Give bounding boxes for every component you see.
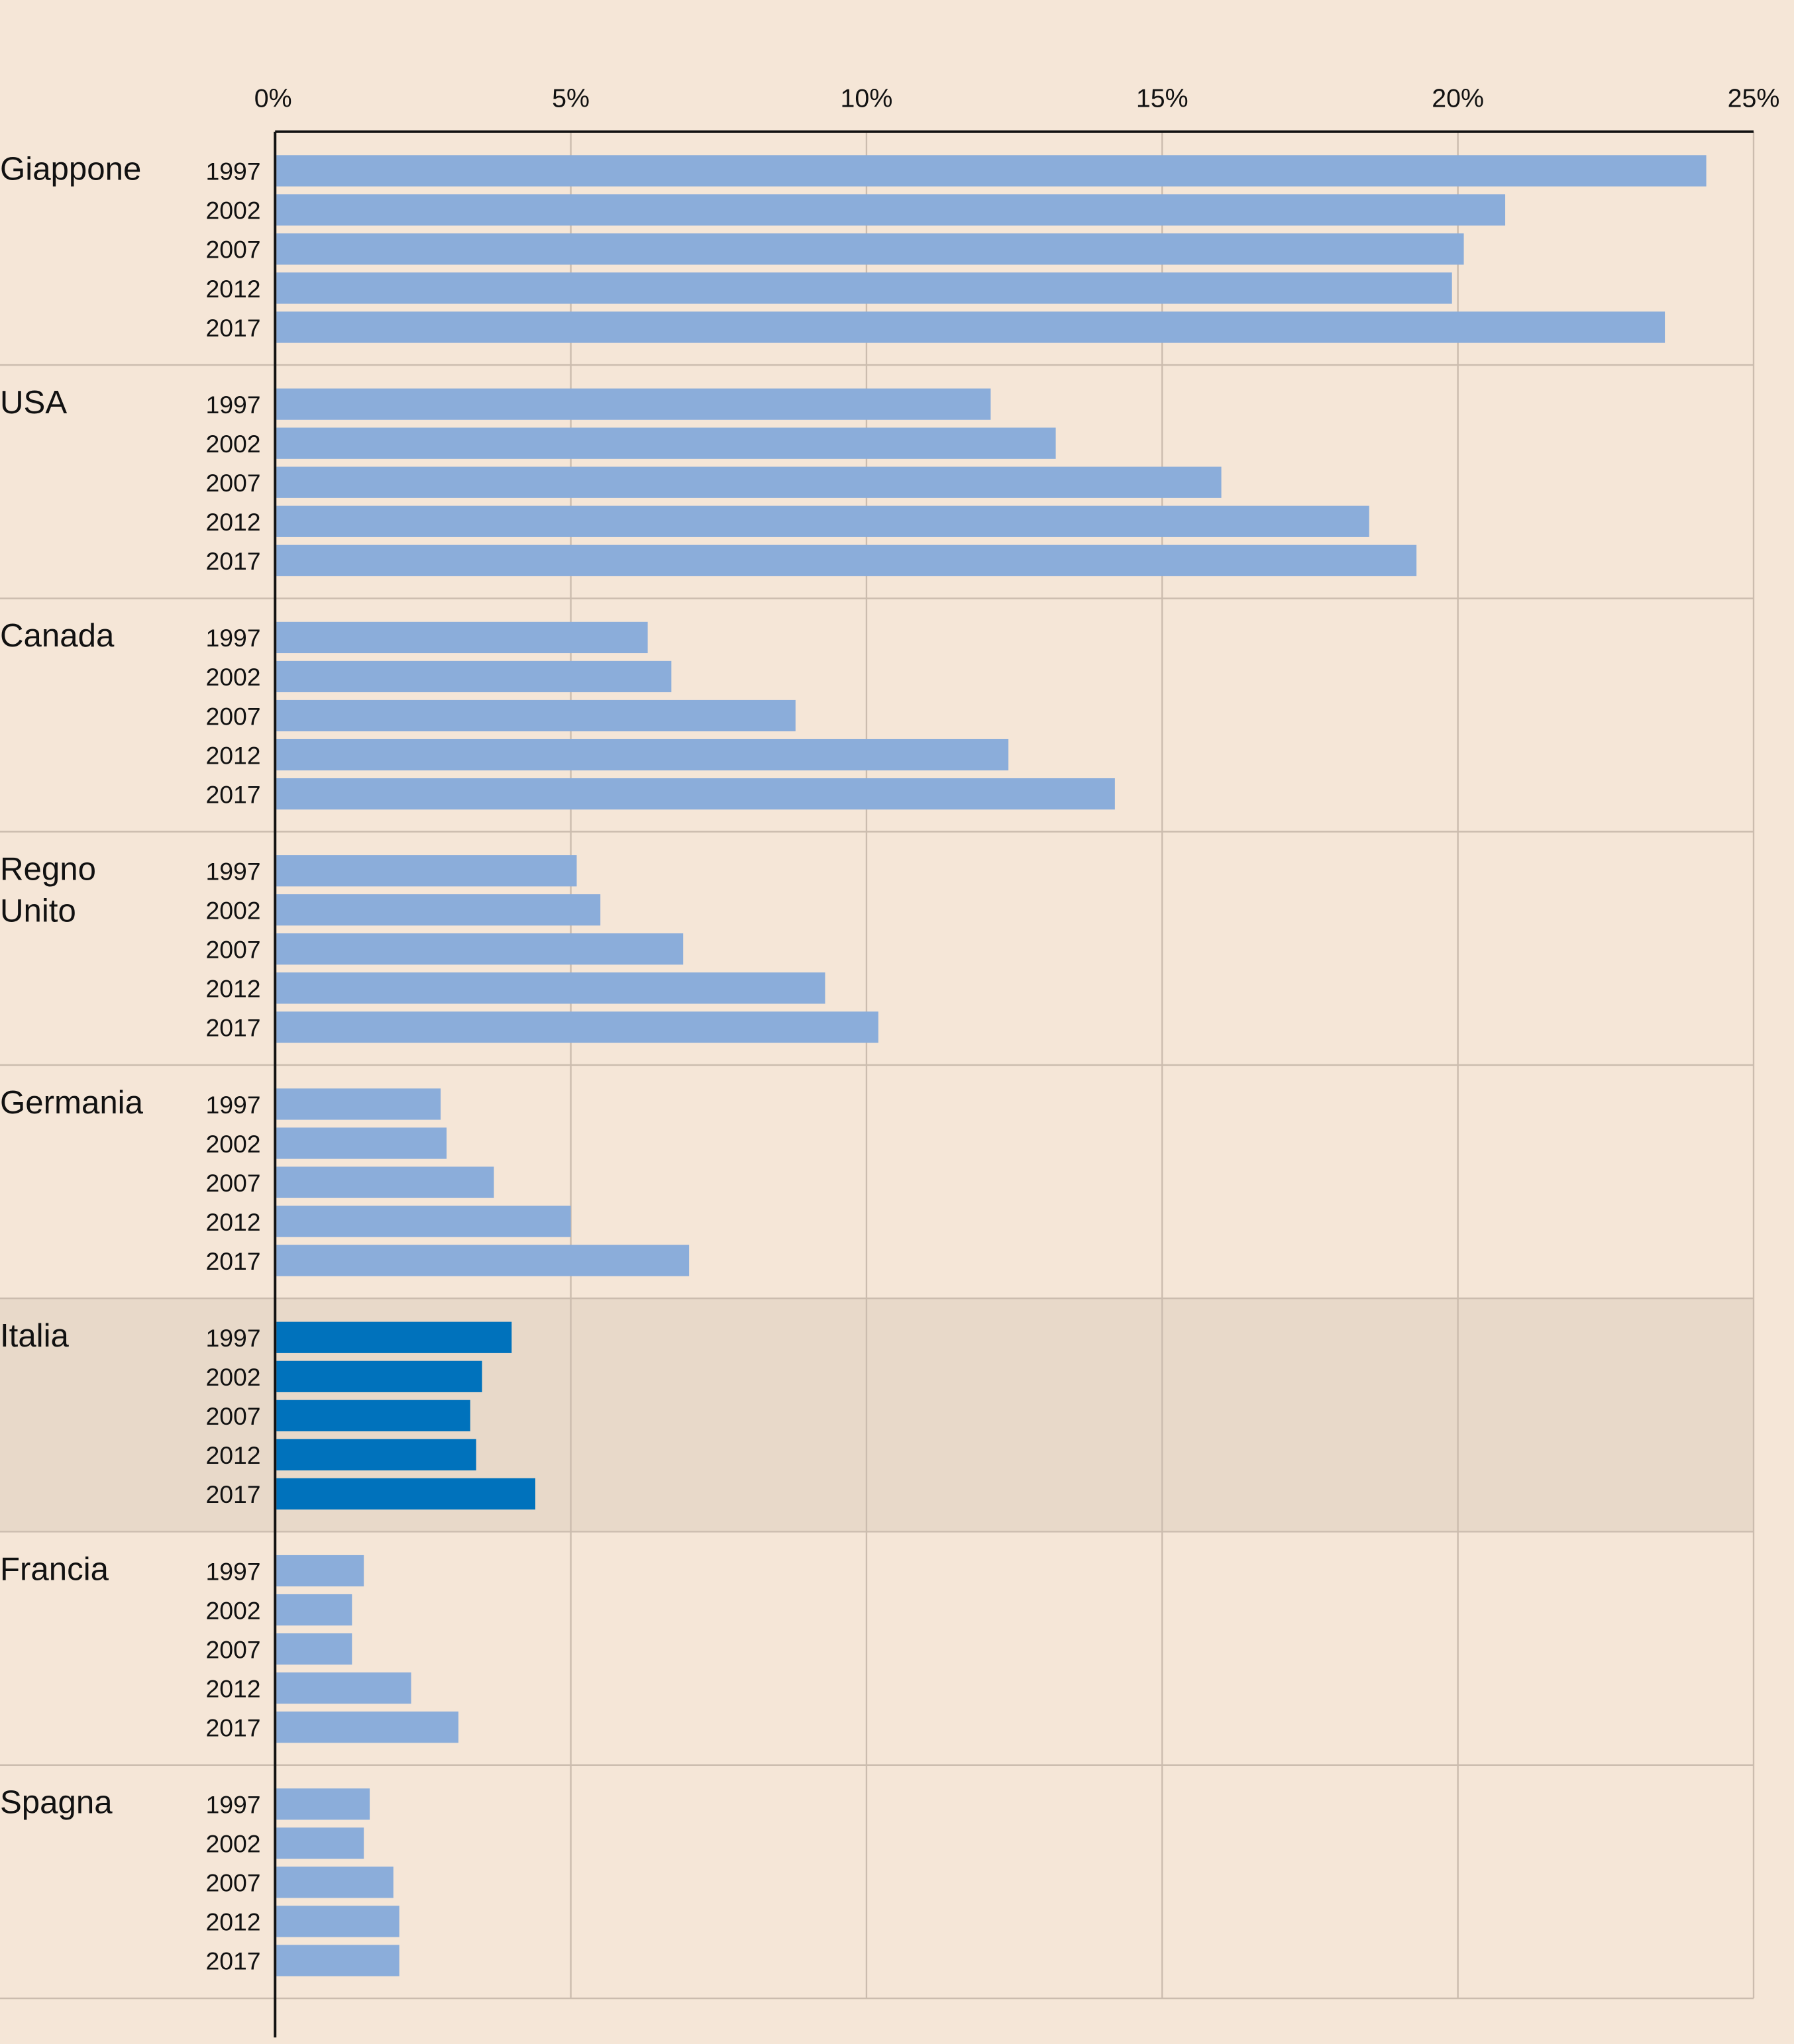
year-label: 1997 <box>205 624 260 652</box>
x-tick-label: 10% <box>841 83 893 113</box>
bar-canada-2002 <box>276 660 672 693</box>
bar-canada-1997 <box>276 621 648 654</box>
bar-regno-unito-1997 <box>276 855 577 887</box>
country-label: Francia <box>0 1551 109 1587</box>
bar-germania-2012 <box>276 1205 571 1237</box>
bar-usa-2012 <box>276 505 1369 537</box>
year-label: 1997 <box>205 1557 260 1585</box>
bar-germania-2007 <box>276 1166 494 1198</box>
year-label: 2002 <box>205 197 260 225</box>
year-label: 2007 <box>205 236 260 264</box>
bar-italia-2007 <box>276 1400 470 1431</box>
bar-canada-2007 <box>276 699 796 732</box>
x-tick-label: 20% <box>1432 83 1484 113</box>
bar-regno-unito-2002 <box>276 894 601 926</box>
year-label: 1997 <box>205 158 260 185</box>
year-label: 2002 <box>205 663 260 691</box>
year-label: 1997 <box>205 1791 260 1819</box>
year-label: 2007 <box>205 1869 260 1897</box>
bar-francia-2007 <box>276 1633 352 1665</box>
country-label: Giappone <box>0 151 141 187</box>
year-label: 2012 <box>205 1908 260 1936</box>
year-label: 2012 <box>205 508 260 536</box>
year-label: 1997 <box>205 391 260 419</box>
bar-francia-2012 <box>276 1672 411 1704</box>
bar-francia-2017 <box>276 1712 458 1743</box>
bar-giappone-2002 <box>276 194 1506 226</box>
bar-spagna-2012 <box>276 1906 399 1937</box>
year-label: 1997 <box>205 1324 260 1352</box>
bar-giappone-2007 <box>276 233 1464 265</box>
year-label: 2007 <box>205 469 260 497</box>
year-label: 1997 <box>205 1091 260 1119</box>
bar-spagna-2017 <box>276 1945 399 1976</box>
bar-italia-2017 <box>276 1478 536 1510</box>
year-label: 2012 <box>205 975 260 1003</box>
bar-giappone-1997 <box>276 155 1707 187</box>
year-label: 1997 <box>205 857 260 885</box>
bar-spagna-2007 <box>276 1866 394 1898</box>
year-label: 2017 <box>205 1713 260 1741</box>
country-label: Regno <box>0 850 96 887</box>
highlight-band <box>0 1298 1754 1532</box>
year-label: 2017 <box>205 1014 260 1042</box>
bar-spagna-2002 <box>276 1827 364 1859</box>
bar-regno-unito-2012 <box>276 972 825 1004</box>
year-label: 2012 <box>205 1441 260 1469</box>
bar-francia-2002 <box>276 1594 352 1626</box>
country-label: Germania <box>0 1084 144 1121</box>
bar-germania-1997 <box>276 1088 441 1120</box>
country-label: USA <box>0 384 67 421</box>
bar-canada-2012 <box>276 739 1009 771</box>
bar-usa-2017 <box>276 544 1417 576</box>
bar-francia-1997 <box>276 1555 364 1587</box>
country-label: Italia <box>0 1317 70 1354</box>
year-label: 2007 <box>205 936 260 964</box>
bar-regno-unito-2007 <box>276 933 684 965</box>
bar-regno-unito-2017 <box>276 1011 878 1043</box>
year-label: 2007 <box>205 702 260 730</box>
country-label: Unito <box>0 892 76 929</box>
year-label: 2017 <box>205 1480 260 1508</box>
x-tick-label: 15% <box>1136 83 1188 113</box>
bar-usa-2002 <box>276 427 1056 459</box>
year-label: 2012 <box>205 1208 260 1236</box>
bar-spagna-1997 <box>276 1788 370 1820</box>
x-tick-label: 5% <box>552 83 590 113</box>
bar-italia-2012 <box>276 1439 476 1470</box>
x-tick-label: 25% <box>1728 83 1780 113</box>
year-label: 2002 <box>205 430 260 458</box>
year-label: 2002 <box>205 1363 260 1391</box>
year-label: 2007 <box>205 1635 260 1663</box>
year-label: 2017 <box>205 314 260 342</box>
bar-italia-2002 <box>276 1360 482 1392</box>
bar-germania-2017 <box>276 1245 690 1276</box>
year-label: 2002 <box>205 1130 260 1158</box>
year-label: 2007 <box>205 1402 260 1430</box>
year-label: 2017 <box>205 780 260 808</box>
year-label: 2017 <box>205 1247 260 1275</box>
bar-usa-2007 <box>276 466 1222 498</box>
country-label: Spagna <box>0 1784 113 1821</box>
year-label: 2012 <box>205 1674 260 1702</box>
x-tick-label: 0% <box>254 83 292 113</box>
year-label: 2002 <box>205 897 260 925</box>
bar-usa-1997 <box>276 388 991 420</box>
year-label: 2012 <box>205 741 260 769</box>
year-label: 2017 <box>205 1947 260 1975</box>
bar-giappone-2012 <box>276 272 1452 304</box>
year-label: 2002 <box>205 1830 260 1858</box>
year-label: 2012 <box>205 275 260 303</box>
bar-giappone-2017 <box>276 311 1665 343</box>
bar-germania-2002 <box>276 1127 447 1159</box>
year-label: 2017 <box>205 547 260 575</box>
country-label: Canada <box>0 617 115 654</box>
year-label: 2007 <box>205 1169 260 1197</box>
bar-italia-1997 <box>276 1321 512 1353</box>
year-label: 2002 <box>205 1596 260 1624</box>
bar-canada-2017 <box>276 778 1115 810</box>
